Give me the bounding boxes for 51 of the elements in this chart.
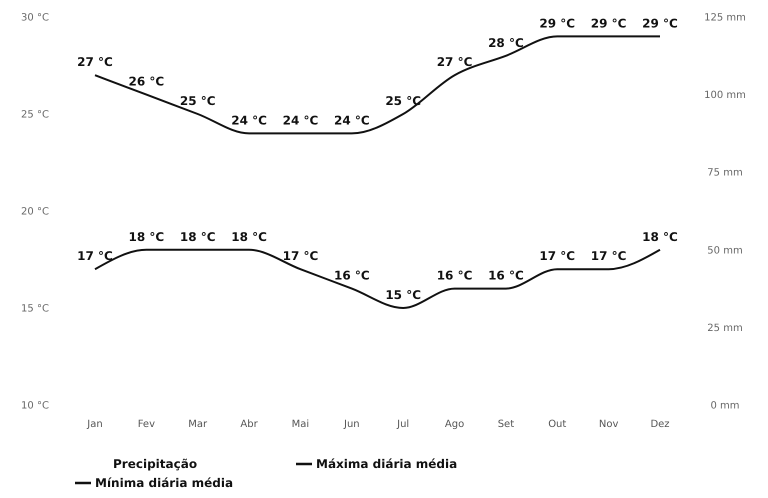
x-tick-label: Ago [444, 419, 464, 430]
data-label: 18 °C [231, 230, 268, 244]
data-label: 29 °C [642, 16, 678, 30]
y-tick-label: 15 °C [21, 304, 49, 314]
data-label: 17 °C [590, 249, 627, 264]
x-tick-label: Jun [343, 419, 360, 430]
legend-label: Mínima diária média [95, 476, 234, 490]
data-label: 27 °C [436, 55, 473, 70]
y-tick-label: 25 °C [21, 110, 49, 120]
data-label: 18 °C [128, 230, 164, 244]
legend-label: Máxima diária média [316, 457, 458, 471]
data-label: 16 °C [334, 268, 370, 283]
x-tick-label: Dez [650, 419, 670, 430]
data-label: 17 °C [77, 249, 114, 264]
y-tick-label: 30 °C [21, 12, 49, 24]
data-label: 28 °C [488, 36, 524, 50]
x-tick-label: Out [548, 419, 566, 430]
data-label: 24 °C [334, 113, 370, 128]
x-tick-label: Abr [240, 419, 259, 430]
y2-tick-label: 0 mm [710, 400, 740, 412]
y2-tick-label: 100 mm [704, 90, 746, 102]
x-tick-label: Nov [598, 419, 618, 430]
data-label: 16 °C [436, 268, 473, 283]
data-label: 29 °C [539, 16, 576, 30]
line-series [94, 35, 661, 134]
data-label: 29 °C [590, 16, 627, 30]
x-tick-label: Mar [188, 419, 208, 430]
data-label: 17 °C [282, 249, 318, 264]
data-label: 18 °C [642, 230, 678, 244]
x-tick-label: Jan [86, 419, 103, 430]
data-label: 18 °C [180, 230, 216, 244]
x-tick-label: Set [498, 419, 514, 430]
data-label: 24 °C [282, 113, 318, 128]
data-label: 15 °C [385, 288, 422, 302]
x-tick-label: Jul [396, 419, 410, 430]
line-series [94, 248, 661, 309]
y-tick-label: 10 °C [21, 400, 49, 412]
data-label: 24 °C [231, 113, 268, 128]
y2-tick-label: 50 mm [707, 245, 743, 256]
y-tick-label: 20 °C [21, 206, 49, 218]
data-label: 25 °C [180, 94, 216, 108]
data-label: 27 °C [77, 55, 114, 70]
y2-tick-label: 25 mm [707, 322, 743, 334]
data-label: 26 °C [128, 74, 164, 89]
y2-tick-label: 75 mm [707, 168, 743, 179]
x-tick-label: Fev [138, 419, 156, 430]
y2-tick-label: 125 mm [704, 12, 746, 24]
x-tick-label: Mai [292, 419, 310, 430]
data-label: 17 °C [539, 249, 576, 264]
text: Precipitação [113, 457, 198, 471]
data-label: 16 °C [488, 268, 524, 283]
